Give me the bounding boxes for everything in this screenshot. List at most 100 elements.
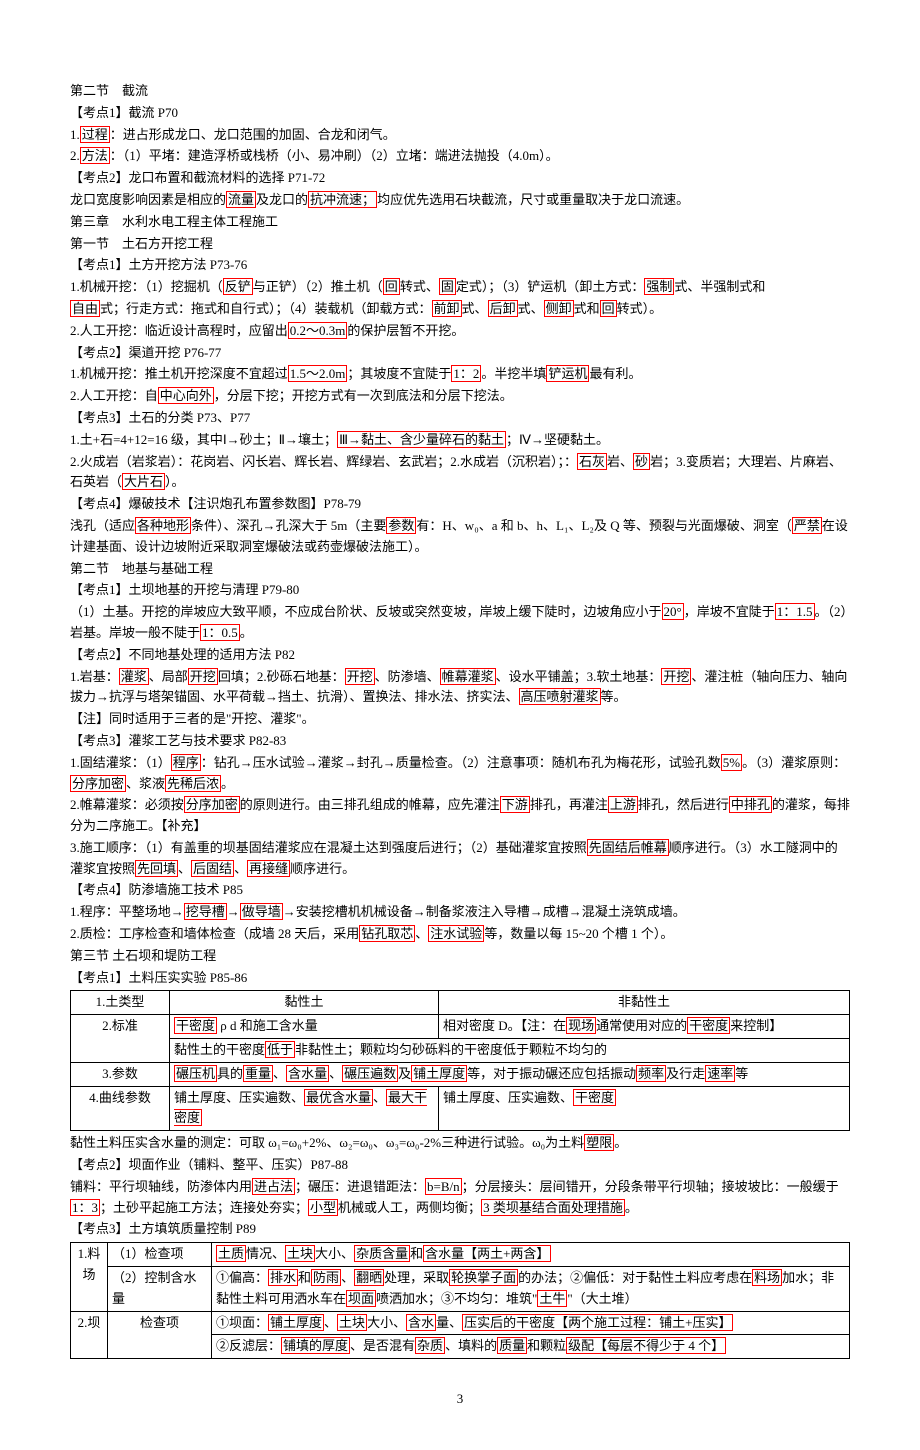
highlight: 过程 [80, 126, 110, 143]
text-line: 【考点3】土石的分类 P73、P77 [70, 408, 850, 429]
text-line: 【注】同时适用于三者的是"开挖、灌浆"。 [70, 709, 850, 730]
text-line: 1.固结灌浆：（1）程序：钻孔→压水试验→灌浆→封孔→质量检查。（2）注意事项：… [70, 753, 850, 795]
highlight: 1：0.5 [200, 624, 240, 641]
highlight: 干密度 [687, 1017, 730, 1034]
highlight: 挖导槽 [184, 903, 227, 920]
highlight: 铺土厚度 [411, 1065, 467, 1082]
highlight: 中心向外 [158, 387, 214, 404]
text-line: 第三节 土石坝和堤防工程 [70, 946, 850, 967]
text-line: 铺料：平行坝轴线，防渗体内用进占法；碾压：进退错距法：b=B/n；分层接头：层间… [70, 1177, 850, 1219]
highlight: 土质 [216, 1245, 246, 1262]
highlight: 3 类坝基结合面处理措施 [481, 1199, 625, 1216]
highlight: 碾压机 [174, 1065, 217, 1082]
text-line: 【考点4】防渗墙施工技术 P85 [70, 880, 850, 901]
highlight: 程序 [171, 754, 201, 771]
text-line: 第一节 土石方开挖工程 [70, 234, 850, 255]
highlight: 现场 [566, 1017, 596, 1034]
highlight: 含水量 [286, 1065, 329, 1082]
text-line: 【考点1】土坝地基的开挖与清理 P79-80 [70, 580, 850, 601]
highlight: 土块 [285, 1245, 315, 1262]
highlight: 分序加密 [70, 775, 126, 792]
text-line: 龙口宽度影响因素是相应的流量及龙口的抗冲流速；均应优先选用石块截流，尺寸或重量取… [70, 190, 850, 211]
text-line: 1.土+石=4+12=16 级，其中Ⅰ→砂土；Ⅱ→壤土；Ⅲ→黏土、含少量碎石的黏… [70, 430, 850, 451]
text-line: 3.施工顺序：（1）有盖重的坝基固结灌浆应在混凝土达到强度后进行；（2）基础灌浆… [70, 838, 850, 880]
highlight: 灌浆 [119, 668, 149, 685]
highlight: 含水 [406, 1314, 436, 1331]
highlight: 小型 [308, 1199, 338, 1216]
text-line: 第三章 水利水电工程主体工程施工 [70, 212, 850, 233]
highlight: 砂 [633, 453, 650, 470]
text-line: （1）土基。开挖的岸坡应大致平顺，不应成台阶状、反坡或突然变坡，岸坡上缓下陡时，… [70, 602, 850, 644]
highlight: 速率 [705, 1065, 735, 1082]
highlight: 坝面 [346, 1290, 376, 1307]
highlight: 重量 [243, 1065, 273, 1082]
highlight: 20° [662, 603, 684, 620]
highlight: 干密度 [174, 1017, 217, 1034]
highlight: 再接缝 [247, 860, 290, 877]
text-line: 1.机械开挖：（1）挖掘机（反铲与正铲）（2）推土机（回转式、固定式）；（3）铲… [70, 277, 850, 298]
text-line: 【考点2】不同地基处理的适用方法 P82 [70, 645, 850, 666]
highlight: 开挖 [345, 668, 375, 685]
highlight: 1：3 [70, 1199, 100, 1216]
text-line: 2.火成岩（岩浆岩）：花岗岩、闪长岩、辉长岩、辉绿岩、玄武岩；2.水成岩（沉积岩… [70, 452, 850, 494]
highlight: 干密度 [573, 1089, 616, 1106]
highlight: 各种地形 [135, 517, 191, 534]
highlight: 排水 [268, 1269, 298, 1286]
text-line: 自由式；行走方式：拖式和自行式）；（4）装载机（卸载方式：前卸式、后卸式、侧卸式… [70, 299, 850, 320]
highlight: 中排孔 [729, 796, 772, 813]
text-line: 2.帷幕灌浆：必须按分序加密的原则进行。由三排孔组成的帷幕，应先灌注下游排孔，再… [70, 795, 850, 837]
highlight: 做导墙 [240, 903, 283, 920]
highlight: 下游 [500, 796, 530, 813]
table-soil-compaction: 1.土类型黏性土非黏性土2.标准干密度 ρ d 和施工含水量相对密度 D。【注：… [70, 990, 850, 1131]
highlight: 含水量【两土+两含】 [423, 1245, 551, 1262]
highlight: 开挖 [188, 668, 218, 685]
highlight: 先稀后浓 [165, 775, 221, 792]
highlight: 1：1.5 [775, 603, 815, 620]
highlight: 强制 [644, 278, 674, 295]
highlight: 最大干密度 [174, 1089, 427, 1127]
highlight: 先回填 [135, 860, 178, 877]
highlight: 料场 [752, 1269, 782, 1286]
highlight: 分序加密 [184, 796, 240, 813]
text-line: 1.机械开挖：推土机开挖深度不宜超过1.5～2.0m；其坡度不宜陡于1：2。半挖… [70, 364, 850, 385]
highlight: 最优含水量 [304, 1089, 373, 1106]
text-line: 1.过程：进占形成龙口、龙口范围的加固、合龙和闭气。 [70, 125, 850, 146]
highlight: 钻孔取芯 [359, 925, 415, 942]
text-line: 【考点1】截流 P70 [70, 103, 850, 124]
highlight: 回 [383, 278, 400, 295]
highlight: 低于 [265, 1041, 295, 1058]
highlight: 注水试验 [428, 925, 484, 942]
text-line: 浅孔（适应各种地形条件）、深孔→孔深大于 5m（主要参数有：H、w₀、a 和 b… [70, 516, 850, 558]
highlight: 先固结后帷幕 [587, 839, 669, 856]
highlight: 回 [600, 300, 617, 317]
highlight: 方法 [80, 147, 110, 164]
highlight: 质量 [497, 1337, 527, 1354]
text-line: 1.程序：平整场地→挖导槽→做导墙→安装挖槽机机械设备→制备浆液注入导槽→成槽→… [70, 902, 850, 923]
highlight: 抗冲流速； [308, 191, 377, 208]
highlight: 高压喷射灌浆 [519, 688, 601, 705]
highlight: 前卸 [432, 300, 462, 317]
text-line: 【考点2】渠道开挖 P76-77 [70, 343, 850, 364]
highlight: 开挖 [661, 668, 691, 685]
highlight: 铺土厚度 [268, 1314, 324, 1331]
highlight: 轮换掌子面 [449, 1269, 518, 1286]
highlight: Ⅲ→黏土、含少量碎石的黏土 [337, 431, 506, 448]
highlight: 反铲 [223, 278, 253, 295]
text-line: 【考点3】灌浆工艺与技术要求 P82-83 [70, 731, 850, 752]
text-line: 【考点1】土方开挖方法 P73-76 [70, 255, 850, 276]
highlight: 后固结 [191, 860, 234, 877]
highlight: 1.5～2.0m [288, 365, 348, 382]
text-line: 2.方法：（1）平堵：建造浮桥或栈桥（小、易冲刷）（2）立堵：端进法抛投（4.0… [70, 146, 850, 167]
highlight: 大片石 [122, 473, 165, 490]
text-line: 第二节 截流 [70, 81, 850, 102]
highlight: 严禁 [792, 517, 822, 534]
highlight: 1：2 [451, 365, 481, 382]
text-line: 第二节 地基与基础工程 [70, 559, 850, 580]
highlight: 塑限 [584, 1134, 614, 1151]
highlight: 流量 [226, 191, 256, 208]
highlight: 侧卸 [544, 300, 574, 317]
text-line: 【考点1】土料压实实验 P85-86 [70, 968, 850, 989]
text-line: 【考点4】爆破技术【注识炮孔布置参数图】P78-79 [70, 494, 850, 515]
highlight: 石灰 [577, 453, 607, 470]
highlight: 压实后的干密度【两个施工过程：铺土+压实】 [462, 1314, 733, 1331]
